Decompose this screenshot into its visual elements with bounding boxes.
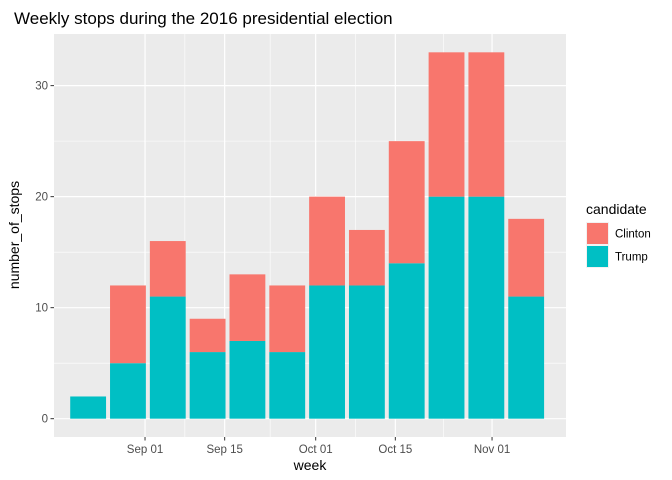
y-tick-label: 0 <box>42 414 48 426</box>
bar-trump <box>388 263 425 419</box>
legend-swatch-clinton <box>587 223 608 244</box>
legend: candidate Clinton Trump <box>586 201 651 268</box>
bar-clinton <box>468 52 505 197</box>
bar-clinton <box>269 285 306 353</box>
legend-swatch-trump <box>587 246 608 267</box>
bar-clinton <box>388 141 425 264</box>
y-tick-label: 10 <box>35 303 48 315</box>
bar-clinton <box>428 52 465 197</box>
bar-clinton <box>229 274 266 341</box>
bar-trump <box>70 396 107 419</box>
legend-label-clinton: Clinton <box>615 229 651 241</box>
y-tick-label: 20 <box>35 192 48 204</box>
bar-trump <box>309 285 345 419</box>
bar-trump <box>269 352 306 419</box>
bar-clinton <box>189 318 226 353</box>
x-tick-label: Nov 01 <box>474 444 510 456</box>
bar-trump <box>149 296 186 419</box>
x-tick-label: Sep 01 <box>127 444 163 456</box>
bar-trump <box>189 352 226 419</box>
bar-trump <box>229 340 266 419</box>
x-axis: Sep 01 Sep 15 Oct 01 Oct 15 Nov 01 <box>127 437 510 456</box>
y-tick-label: 30 <box>35 81 48 93</box>
bar-clinton <box>309 196 345 286</box>
bar-clinton <box>348 229 385 286</box>
bar-trump <box>110 363 146 419</box>
x-axis-title: week <box>293 457 328 473</box>
y-axis-title: number_of_stops <box>6 181 22 289</box>
legend-label-trump: Trump <box>615 252 648 264</box>
x-tick-label: Oct 01 <box>299 444 333 456</box>
x-tick-label: Oct 15 <box>378 444 412 456</box>
bar-trump <box>348 285 385 419</box>
bar-trump <box>468 196 505 419</box>
x-tick-label: Sep 15 <box>206 444 242 456</box>
bar-clinton <box>110 285 146 364</box>
legend-title: candidate <box>586 201 647 217</box>
bar-trump <box>508 296 545 419</box>
bar-trump <box>428 196 465 419</box>
bar-clinton <box>149 241 186 297</box>
bar-clinton <box>508 218 545 297</box>
chart-title: Weekly stops during the 2016 presidentia… <box>14 9 393 28</box>
bars <box>70 52 545 419</box>
y-axis: 0 10 20 30 <box>35 81 54 426</box>
